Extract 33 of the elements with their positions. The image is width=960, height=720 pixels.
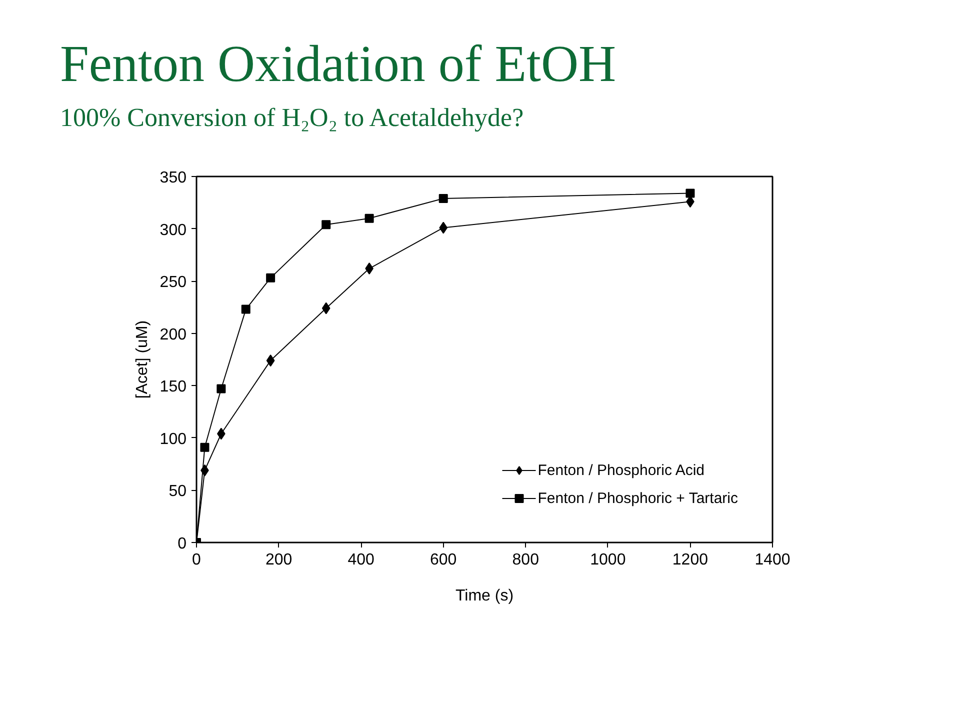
y-tick-label: 250 <box>160 274 187 292</box>
y-axis-title: [Acet] (uM) <box>134 320 151 399</box>
point <box>364 214 374 223</box>
y-tick-label: 150 <box>160 378 187 396</box>
point <box>216 384 226 394</box>
point <box>322 302 330 314</box>
x-tick-label: 1200 <box>672 552 708 568</box>
point <box>200 442 210 452</box>
y-tick-label: 200 <box>160 326 187 344</box>
point <box>266 354 275 367</box>
x-tick-label: 400 <box>348 552 375 568</box>
x-tick-label: 800 <box>512 552 540 568</box>
point <box>322 220 331 230</box>
x-tick-label: 1400 <box>754 552 790 568</box>
chart-title: Fenton Oxidation of EtOH <box>60 36 616 93</box>
x-tick-label: 1000 <box>590 552 626 568</box>
y-tick-label: 50 <box>168 483 187 500</box>
x-axis-title: Time (s) <box>455 588 514 604</box>
legend-label: Fenton / Phosphoric Acid <box>538 462 705 478</box>
legend-label: Fenton / Phosphoric + Tartaric <box>538 490 738 506</box>
point <box>439 222 448 234</box>
x-tick-label: 200 <box>265 552 292 568</box>
y-tick-label: 100 <box>160 430 187 448</box>
x-tick-label: 0 <box>192 552 202 568</box>
point <box>241 304 250 314</box>
x-tick-label: 600 <box>430 552 457 568</box>
point <box>266 273 276 282</box>
y-tick-label: 350 <box>160 170 187 186</box>
y-tick-label: 300 <box>160 222 187 239</box>
y-tick-label: 0 <box>178 536 187 552</box>
point <box>686 188 695 198</box>
chart-subtitle: 100% Conversion of H₂O₂ to Acetaldehyde? <box>60 103 524 132</box>
point <box>438 194 448 203</box>
